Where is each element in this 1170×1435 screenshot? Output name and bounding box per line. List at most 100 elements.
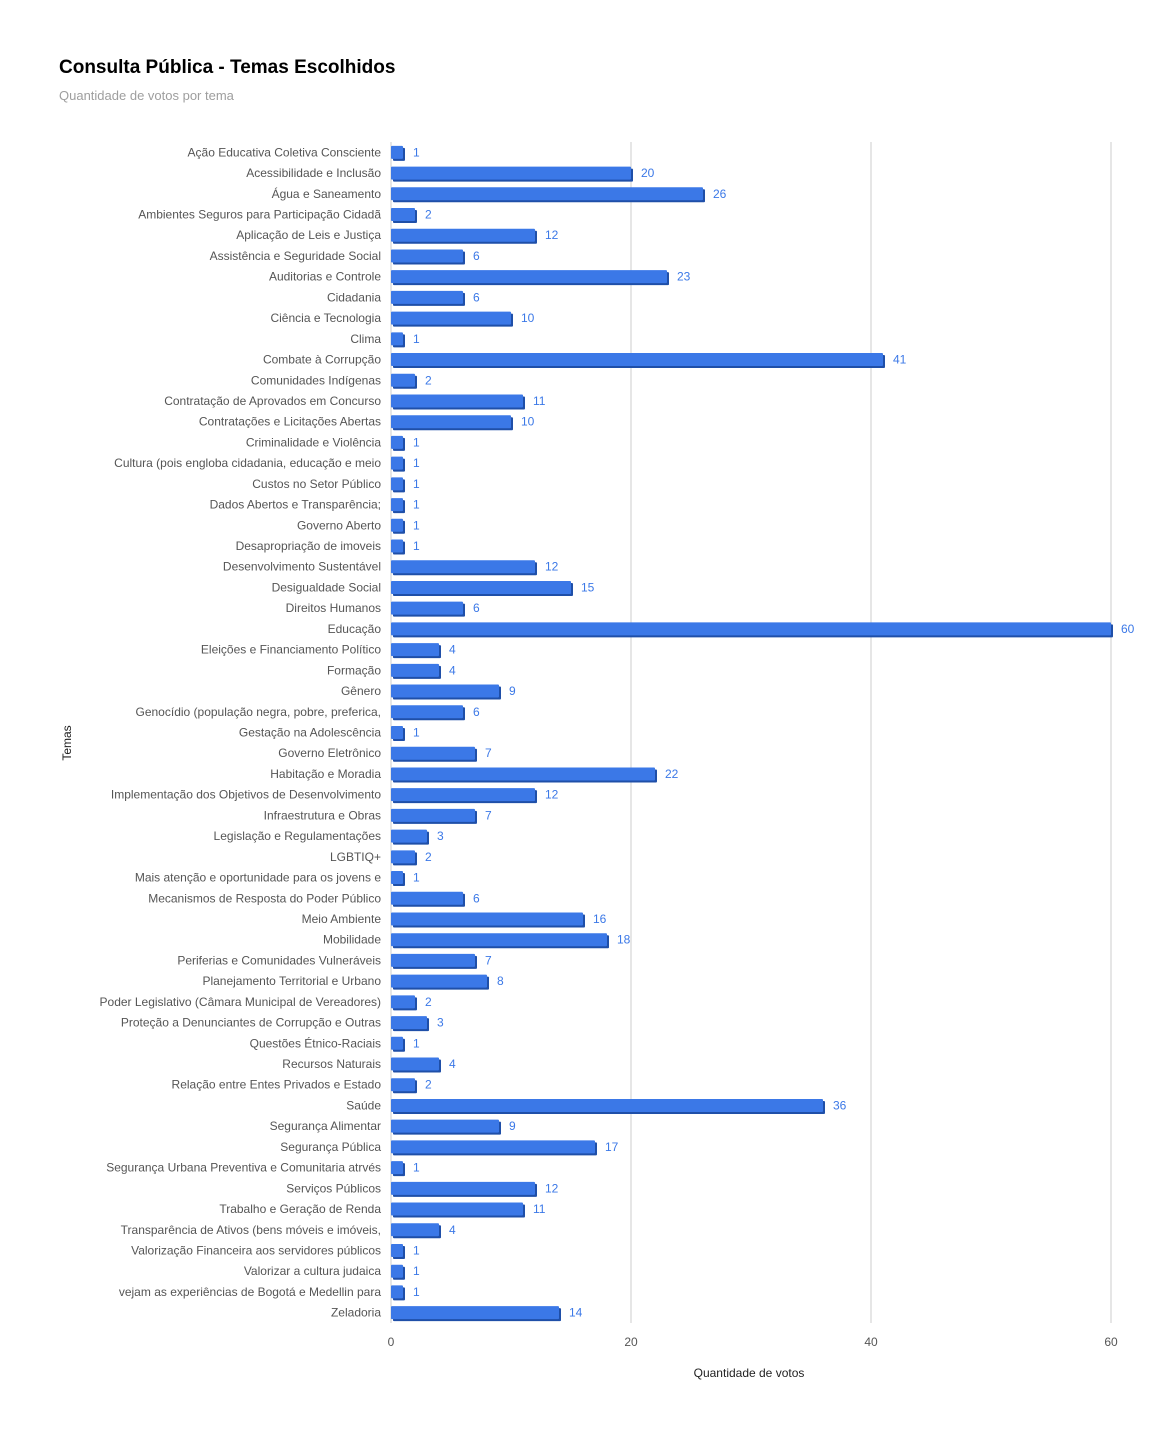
value-label: 22 — [665, 767, 679, 781]
value-label: 41 — [893, 353, 907, 367]
value-label: 2 — [425, 1078, 432, 1092]
category-label: Cidadania — [327, 290, 381, 304]
bar — [391, 539, 403, 553]
value-label: 1 — [413, 456, 420, 470]
value-label: 14 — [569, 1306, 583, 1320]
value-label: 1 — [413, 1285, 420, 1299]
category-label: Planejamento Territorial e Urbano — [202, 974, 381, 988]
category-label: Ciência e Tecnologia — [270, 311, 381, 325]
value-label: 36 — [833, 1098, 847, 1112]
category-label: Segurança Pública — [280, 1140, 381, 1154]
category-label: Segurança Urbana Preventiva e Comunitari… — [106, 1161, 381, 1175]
category-label: Comunidades Indígenas — [251, 373, 381, 387]
bar — [391, 1098, 823, 1112]
bar — [391, 1223, 439, 1237]
category-label: Desigualdade Social — [272, 580, 381, 594]
bar — [391, 974, 487, 988]
category-label: Trabalho e Geração de Renda — [219, 1202, 381, 1216]
bar — [391, 808, 475, 822]
value-label: 3 — [437, 1016, 444, 1030]
category-label: Governo Aberto — [297, 518, 381, 532]
x-tick-label: 60 — [1104, 1335, 1118, 1349]
bar — [391, 1078, 415, 1092]
category-label: Gênero — [341, 684, 381, 698]
value-label: 1 — [413, 726, 420, 740]
value-label: 9 — [509, 1119, 516, 1133]
value-label: 12 — [545, 560, 559, 574]
chart-subtitle: Quantidade de votos por tema — [59, 88, 234, 103]
bar — [391, 1202, 523, 1216]
category-label: Direitos Humanos — [286, 601, 381, 615]
value-label: 12 — [545, 228, 559, 242]
category-label: Periferias e Comunidades Vulneráveis — [177, 953, 381, 967]
category-label: Habitação e Moradia — [270, 767, 381, 781]
bar — [391, 829, 427, 843]
value-label: 2 — [425, 850, 432, 864]
bar — [391, 953, 475, 967]
bar — [391, 249, 463, 263]
value-label: 2 — [425, 995, 432, 1009]
value-label: 1 — [413, 145, 420, 159]
x-tick-label: 40 — [864, 1335, 878, 1349]
value-label: 1 — [413, 477, 420, 491]
value-label: 60 — [1121, 622, 1135, 636]
bar — [391, 145, 403, 159]
bar — [391, 622, 1111, 636]
value-label: 1 — [413, 1243, 420, 1257]
bar — [391, 788, 535, 802]
value-label: 1 — [413, 871, 420, 885]
bar — [391, 477, 403, 491]
bar — [391, 601, 463, 615]
category-label: Contratações e Licitações Abertas — [199, 415, 381, 429]
category-label: Aplicação de Leis e Justiça — [236, 228, 381, 242]
category-label: Mais atenção e oportunidade para os jove… — [135, 871, 381, 885]
bar — [391, 580, 571, 594]
category-label: Eleições e Financiamento Político — [201, 643, 381, 657]
x-axis-title: Quantidade de votos — [694, 1366, 805, 1380]
value-label: 4 — [449, 663, 456, 677]
bar — [391, 1119, 499, 1133]
value-label: 2 — [425, 208, 432, 222]
value-label: 11 — [533, 1202, 546, 1216]
category-label: Desapropriação de imoveis — [236, 539, 381, 553]
value-label: 2 — [425, 373, 432, 387]
category-label: Meio Ambiente — [302, 912, 382, 926]
category-label: Mecanismos de Resposta do Poder Público — [148, 891, 381, 905]
category-label: Cultura (pois engloba cidadania, educaçã… — [114, 456, 381, 470]
category-label: Contratação de Aprovados em Concurso — [164, 394, 381, 408]
bar — [391, 373, 415, 387]
category-label: Assistência e Seguridade Social — [210, 249, 381, 263]
category-label: Formação — [327, 663, 381, 677]
bar — [391, 290, 463, 304]
bar — [391, 228, 535, 242]
x-tick-label: 20 — [624, 1335, 638, 1349]
bar — [391, 705, 463, 719]
bar — [391, 912, 583, 926]
bar — [391, 1264, 403, 1278]
bar — [391, 1140, 595, 1154]
x-axis-ticks: 0 20 40 60 — [388, 1335, 1118, 1349]
value-label: 12 — [545, 788, 559, 802]
category-label: Educação — [328, 622, 382, 636]
value-label: 1 — [413, 498, 420, 512]
value-label: 15 — [581, 580, 595, 594]
value-label: 1 — [413, 539, 420, 553]
bar — [391, 1181, 535, 1195]
bar — [391, 1057, 439, 1071]
category-labels: Ação Educativa Coletiva Consciente Acessi… — [100, 145, 382, 1319]
value-label: 9 — [509, 684, 516, 698]
value-label: 18 — [617, 933, 631, 947]
bar — [391, 746, 475, 760]
value-label: 1 — [413, 1264, 420, 1278]
category-label: Dados Abertos e Transparência; — [210, 498, 381, 512]
bar — [391, 560, 535, 574]
category-label: Ação Educativa Coletiva Consciente — [188, 145, 382, 159]
bar — [391, 933, 607, 947]
category-label: Gestação na Adolescência — [239, 726, 381, 740]
category-label: Saúde — [346, 1098, 381, 1112]
value-label: 1 — [413, 332, 420, 346]
bar — [391, 415, 511, 429]
bar — [391, 208, 415, 222]
bar — [391, 353, 883, 367]
chart-title: Consulta Pública - Temas Escolhidos — [59, 57, 396, 78]
